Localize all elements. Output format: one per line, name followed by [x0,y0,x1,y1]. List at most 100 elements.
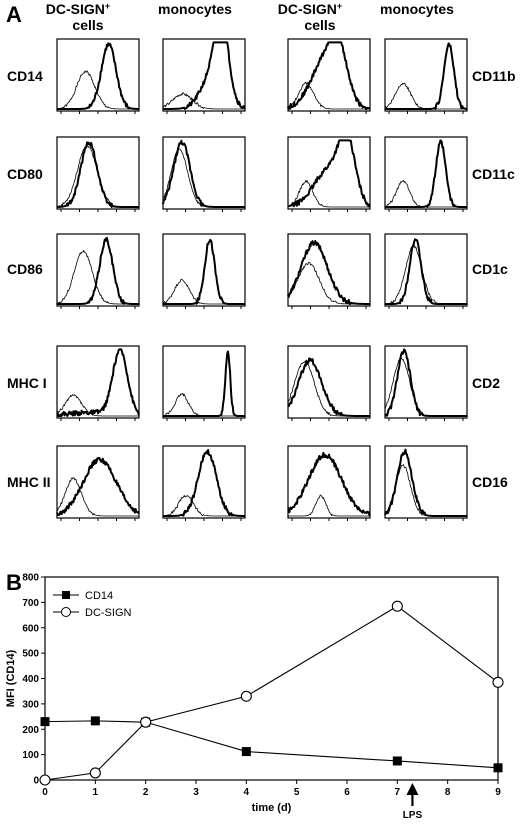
histogram-panel-r5-c4 [384,445,468,521]
histogram-frame [384,445,468,519]
histogram-control-curve [384,357,467,417]
histogram-stained-curve [384,448,468,517]
histogram-stained-curve [287,240,371,305]
histogram-stained-curve [56,42,140,110]
data-point [240,690,252,702]
legend-marker [62,591,70,599]
lps-label: LPS [403,810,423,821]
legend-label: DC-SIGN [85,607,132,619]
row-label-left-4: MHC I [7,375,47,391]
histogram-control-curve [163,495,245,517]
data-point [40,717,50,727]
y-axis-label: MFI (CD14) [5,649,17,707]
x-tick-label: 1 [93,787,99,798]
x-tick-label: 9 [495,787,501,798]
histogram-stained-curve [56,236,140,305]
histogram-panel-r1-c3 [287,38,371,114]
histogram-stained-curve [56,141,140,208]
y-tick-label: 600 [22,623,39,634]
histogram-stained-curve [384,238,468,305]
histogram-panel-r4-c3 [287,345,371,421]
y-tick-label: 0 [33,776,39,787]
histogram-stained-curve [162,238,246,305]
column-header-4: monocytes [380,1,454,17]
column-header-4-line1: monocytes [380,1,454,17]
column-header-3-line1: DC-SIGN [278,1,337,17]
histogram-stained-curve [384,139,468,208]
histogram-panel-r2-c2 [162,136,246,212]
histogram-panel-r5-c2 [162,445,246,521]
x-tick-label: 0 [42,787,48,798]
column-header-3-sup: + [337,1,342,11]
row-label-left-1: CD14 [7,68,43,84]
series-cd14 [40,716,503,773]
arrow-head [406,783,419,795]
row-label-right-1: CD11b [472,68,516,84]
x-tick-label: 5 [294,787,300,798]
data-point [140,716,152,728]
svg-text:DC-SIGN+: DC-SIGN+ [46,1,110,17]
row-label-left-3: CD86 [7,261,43,277]
histogram-stained-curve [162,41,246,110]
y-tick-label: 800 [22,573,39,584]
histogram-grid [56,38,468,521]
row-label-right-3: CD1c [472,261,508,277]
data-point [241,747,251,757]
histogram-panel-r3-c1 [56,233,140,309]
histogram-stained-curve [162,350,246,417]
histogram-stained-curve [162,449,246,517]
histogram-stained-curve [287,139,371,208]
row-label-right-4: CD2 [472,375,500,391]
histogram-stained-curve [384,348,468,417]
data-point [492,676,504,688]
line-chart: 0 100 200 300 400 500 600 700 800 0 1 2 3 4 5 6 7 8 9 time … [5,573,504,821]
histogram-stained-curve [287,357,371,417]
histogram-frame [56,38,140,112]
x-tick-label: 7 [395,787,401,798]
data-point [493,763,503,773]
y-tick-label: 400 [22,674,39,685]
histogram-control-curve [287,360,370,417]
histogram-control-curve [162,278,245,305]
x-tick-label: 6 [344,787,350,798]
histogram-panel-r5-c1 [56,445,140,521]
y-tick-label: 100 [22,750,39,761]
histogram-control-curve [162,92,245,110]
histogram-frame [56,233,140,307]
series-line [44,720,499,769]
column-header-1-line1: DC-SIGN [46,1,105,17]
series-line [44,605,499,781]
lps-arrow: LPS [403,783,423,821]
x-axis-label: time (d) [252,802,292,814]
data-point [39,774,51,786]
legend-marker [61,607,71,617]
legend-label: CD14 [85,590,113,602]
histogram-frame [56,345,140,419]
x-tick-label: 3 [193,787,199,798]
histogram-stained-curve [287,451,371,516]
y-tick-label: 300 [22,699,39,710]
histogram-panel-r4-c2 [162,345,246,421]
histogram-panel-r1-c4 [384,38,468,114]
column-header-1-sup: + [105,1,110,11]
histogram-panel-r3-c4 [384,233,468,309]
column-header-3: DC-SIGN+ cells [278,1,342,33]
histogram-control-curve [287,180,370,208]
data-point [391,600,403,612]
histogram-frame [384,136,468,210]
histogram-frame [162,136,246,210]
histogram-stained-curve [56,456,140,516]
histogram-frame [384,345,468,419]
panel-b-letter: B [6,570,22,595]
row-label-left-5: MHC II [7,474,51,490]
histogram-panel-r4-c4 [384,345,468,421]
histogram-control-curve [56,394,139,417]
column-header-2: monocytes [158,1,232,17]
histogram-panel-r1-c1 [56,38,140,114]
x-tick-label: 4 [244,787,250,798]
svg-text:DC-SIGN+: DC-SIGN+ [278,1,342,17]
histogram-panel-r2-c4 [384,136,468,212]
histogram-panel-r2-c1 [56,136,140,212]
histogram-control-curve [288,494,370,517]
histogram-control-curve [384,82,467,110]
